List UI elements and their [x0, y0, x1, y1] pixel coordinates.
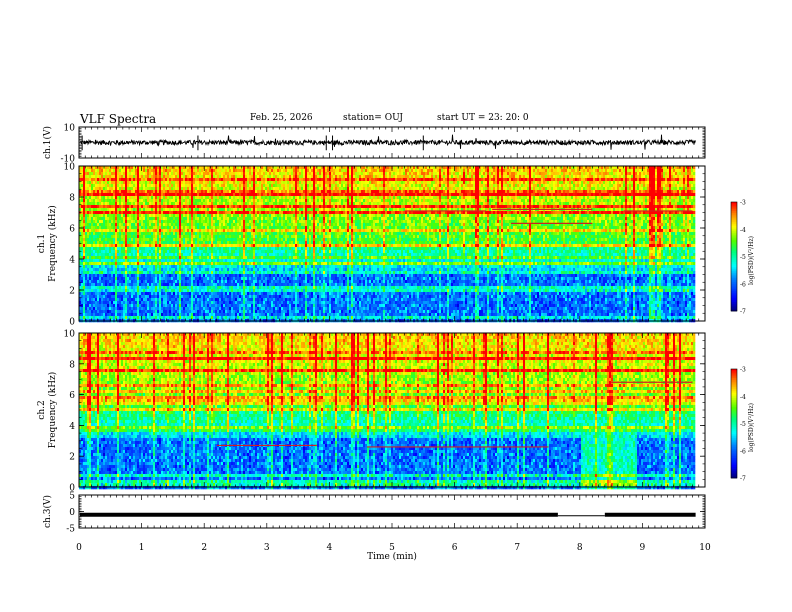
colorbar-tick-label: -5 — [740, 254, 746, 261]
ch1-ylabel: ch.1(V) — [42, 126, 53, 159]
y-tick-label: 6 — [69, 391, 75, 401]
y-tick-label: 4 — [69, 256, 75, 266]
ch1-spectrogram-ylabel-channel: ch.1 — [37, 234, 47, 253]
x-tick-label: 6 — [452, 543, 458, 553]
x-tick-label: 8 — [577, 543, 583, 553]
colorbar-label: log(PSD)(V²/Hz) — [748, 236, 755, 285]
x-tick-label: 10 — [699, 543, 711, 553]
ch1-spectrogram-cells — [79, 166, 695, 322]
colorbar-tick-label: -4 — [740, 394, 746, 401]
colorbar-tick-label: -3 — [740, 367, 746, 374]
x-tick-label: 0 — [76, 543, 82, 553]
colorbar-tick-label: -4 — [740, 227, 746, 234]
y-tick-label: 0 — [69, 318, 75, 328]
y-tick-label: -5 — [66, 525, 75, 535]
y-tick-label: 4 — [69, 422, 75, 432]
x-tick-label: 2 — [201, 543, 207, 553]
figure-canvas: 10-10ch.1(V)0246810ch.1 Frequency (kHz)-3… — [0, 0, 792, 612]
ch2-spectrogram-cells — [79, 333, 695, 489]
colorbar-tick-label: -6 — [740, 448, 746, 455]
ch2-spectrogram-colorbar — [731, 369, 737, 478]
colorbar-label: log(PSD)(V²/Hz) — [748, 403, 755, 452]
x-tick-label: 9 — [640, 543, 646, 553]
x-tick-label: 4 — [327, 543, 333, 553]
y-tick-label: 0 — [69, 508, 75, 518]
colorbar-tick-label: -3 — [740, 200, 746, 207]
x-tick-label: 1 — [139, 543, 145, 553]
x-tick-label: 3 — [264, 543, 270, 553]
colorbar-tick-label: -7 — [740, 476, 746, 483]
ch3-ylabel: ch.3(V) — [42, 495, 53, 528]
y-tick-label: 10 — [64, 330, 76, 340]
y-tick-label: 6 — [69, 225, 75, 235]
ch1-waveform-line — [80, 135, 696, 150]
colorbar-tick-label: -7 — [740, 309, 746, 316]
y-tick-label: 8 — [69, 360, 75, 370]
ch1-spectrogram-colorbar — [731, 202, 737, 311]
y-tick-label: 8 — [69, 194, 75, 204]
colorbar-tick-label: -6 — [740, 281, 746, 288]
ch1-spectrogram-ylabel-frequency: Frequency (kHz) — [47, 205, 58, 282]
ch2-spectrogram-ylabel-channel: ch.2 — [37, 400, 47, 419]
y-tick-label: 10 — [64, 163, 76, 173]
y-tick-label: 10 — [64, 124, 76, 134]
colorbar-tick-label: -5 — [740, 421, 746, 428]
ch2-spectrogram-ylabel-frequency: Frequency (kHz) — [47, 372, 58, 449]
y-tick-label: 2 — [69, 287, 75, 297]
x-tick-label: 7 — [514, 543, 520, 553]
y-tick-label: 2 — [69, 453, 75, 463]
y-tick-label: 5 — [69, 492, 75, 502]
x-axis-label: Time (min) — [367, 551, 417, 562]
